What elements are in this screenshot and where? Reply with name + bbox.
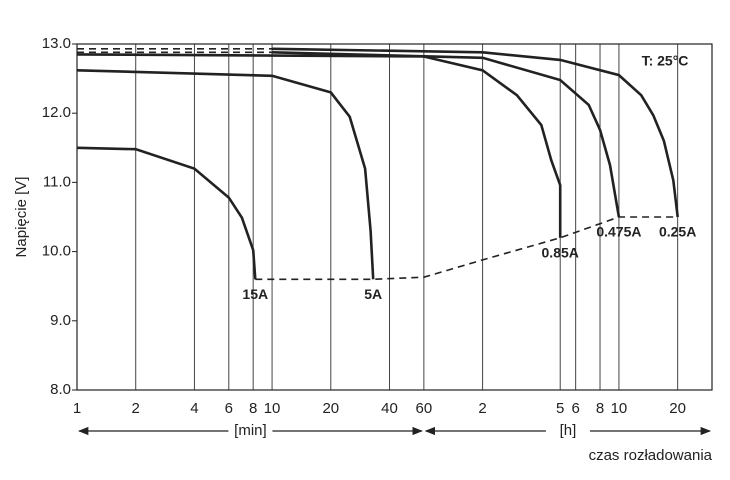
series-label: 0.25A	[659, 224, 696, 240]
series-label: 0.475A	[596, 224, 641, 240]
unit-label: [min]	[234, 422, 267, 439]
x-tick-label: 10	[611, 400, 628, 417]
x-tick-label: 10	[264, 400, 281, 417]
unit-label-bg	[545, 422, 590, 440]
dashed-line	[255, 216, 678, 281]
series-line	[76, 53, 562, 238]
x-tick-label: 6	[571, 400, 579, 417]
x-tick-label: 4	[190, 400, 198, 417]
series-line	[76, 69, 375, 280]
x-tick-label: 1	[73, 400, 81, 417]
series-label: 5A	[364, 286, 382, 302]
annotation: T: 25°C	[642, 53, 689, 69]
y-tick-label: 8.0	[50, 381, 71, 398]
x-tick-label: 20	[669, 400, 686, 417]
x-tick-label: 6	[225, 400, 233, 417]
series-label: 15A	[242, 286, 268, 302]
series-label: 0.85A	[542, 244, 579, 260]
series-line	[272, 47, 679, 218]
unit-label: [h]	[560, 422, 577, 439]
x-tick-label: 5	[556, 400, 564, 417]
x-tick-label: 60	[416, 400, 433, 417]
x-tick-label: 40	[381, 400, 398, 417]
plot-frame	[76, 43, 713, 391]
y-tick-label: 13.0	[42, 35, 71, 52]
series-line	[76, 146, 257, 280]
x-axis-label: czas rozładowania	[589, 447, 713, 464]
x-tick-label: 8	[596, 400, 604, 417]
series-line	[272, 51, 621, 218]
x-tick-label: 2	[132, 400, 140, 417]
y-tick-label: 11.0	[43, 173, 71, 190]
y-axis-label: Napięcie [V]	[13, 177, 30, 258]
x-tick-label: 8	[249, 400, 257, 417]
y-tick-label: 9.0	[50, 312, 71, 329]
y-tick-label: 10.0	[42, 243, 71, 260]
x-tick-label: 2	[478, 400, 486, 417]
unit-label-bg	[228, 422, 273, 440]
x-tick-label: 20	[322, 400, 339, 417]
y-tick-label: 12.0	[42, 104, 71, 121]
